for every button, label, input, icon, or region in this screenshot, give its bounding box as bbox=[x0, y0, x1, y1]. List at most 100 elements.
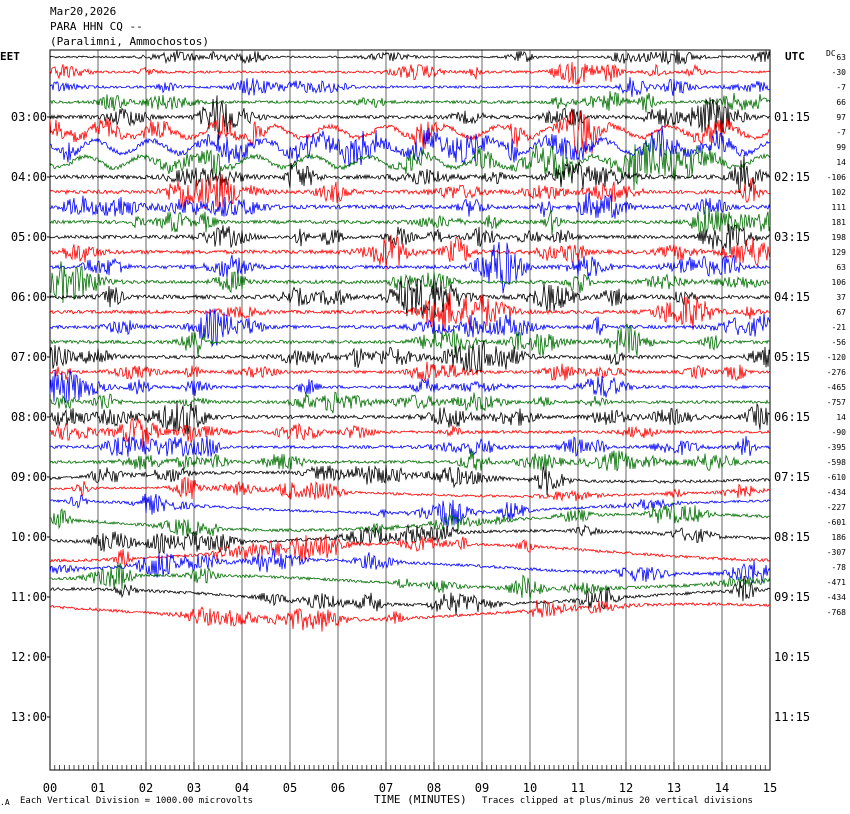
seismic-trace bbox=[49, 308, 771, 348]
right-time-label: 02:15 bbox=[774, 170, 810, 184]
seismic-trace bbox=[49, 450, 771, 472]
seismic-trace bbox=[49, 173, 771, 211]
seismic-trace bbox=[49, 292, 771, 332]
seismic-trace bbox=[49, 340, 771, 374]
seismic-trace bbox=[49, 278, 771, 318]
seismic-trace bbox=[49, 417, 771, 448]
seismic-trace bbox=[49, 523, 771, 555]
scale-note: Each Vertical Division = 1000.00 microvo… bbox=[20, 796, 253, 806]
seismic-trace bbox=[49, 234, 771, 271]
dc-offset-label: -30 bbox=[832, 68, 847, 77]
seismic-trace bbox=[49, 502, 771, 537]
dc-offset-label: -465 bbox=[827, 383, 846, 392]
dc-offset-label: 181 bbox=[832, 218, 847, 227]
seismic-trace bbox=[49, 139, 771, 191]
dc-offset-label: -7 bbox=[836, 128, 846, 137]
dc-offset-label: -21 bbox=[832, 323, 847, 332]
dc-offset-label: 129 bbox=[832, 248, 847, 257]
seismic-trace bbox=[49, 261, 771, 303]
right-time-label: 03:15 bbox=[774, 230, 810, 244]
left-time-label: 10:00 bbox=[11, 530, 47, 544]
x-tick-label: 07 bbox=[379, 781, 393, 795]
seismic-trace bbox=[49, 206, 771, 238]
dc-offset-label: 186 bbox=[832, 533, 847, 542]
dc-offset-label: -768 bbox=[827, 608, 846, 617]
seismic-trace bbox=[49, 562, 771, 601]
left-time-label: 04:00 bbox=[11, 170, 47, 184]
clip-note: Traces clipped at plus/minus 20 vertical… bbox=[482, 796, 753, 806]
x-tick-label: 10 bbox=[523, 781, 537, 795]
seismic-trace bbox=[49, 391, 771, 414]
right-time-label: 05:15 bbox=[774, 350, 810, 364]
dc-offset-label: 198 bbox=[832, 233, 847, 242]
left-timezone-label: EET bbox=[0, 50, 20, 63]
x-tick-label: 03 bbox=[187, 781, 201, 795]
dc-offset-label: 63 bbox=[836, 263, 846, 272]
x-tick-label: 06 bbox=[331, 781, 345, 795]
x-tick-label: 15 bbox=[763, 781, 777, 795]
seismic-trace bbox=[49, 401, 771, 435]
right-time-label: 08:15 bbox=[774, 530, 810, 544]
seismic-trace bbox=[49, 91, 771, 113]
dc-offset-label: -471 bbox=[827, 578, 846, 587]
seismic-trace bbox=[49, 224, 771, 254]
dc-offset-label: -601 bbox=[827, 518, 846, 527]
seismic-trace bbox=[49, 95, 771, 140]
dc-offset-label: 99 bbox=[836, 143, 846, 152]
dc-offset-label: 102 bbox=[832, 188, 847, 197]
x-tick-label: 09 bbox=[475, 781, 489, 795]
dc-offset-label: 97 bbox=[836, 113, 846, 122]
x-tick-label: 13 bbox=[667, 781, 681, 795]
dc-offset-label: -434 bbox=[827, 593, 846, 602]
x-tick-label: 14 bbox=[715, 781, 729, 795]
dc-offset-label: -7 bbox=[836, 83, 846, 92]
dc-offset-label: 66 bbox=[836, 98, 846, 107]
left-time-label: 12:00 bbox=[11, 650, 47, 664]
dc-offset-label: 14 bbox=[836, 413, 846, 422]
left-time-label: 03:00 bbox=[11, 110, 47, 124]
right-time-label: 01:15 bbox=[774, 110, 810, 124]
dc-offset-label: -120 bbox=[827, 353, 846, 362]
right-timezone-label: UTC bbox=[785, 50, 805, 63]
x-tick-label: 00 bbox=[43, 781, 57, 795]
seismic-trace bbox=[49, 464, 771, 496]
x-tick-label: 04 bbox=[235, 781, 249, 795]
dc-offset-label: -56 bbox=[832, 338, 847, 347]
right-time-label: 10:15 bbox=[774, 650, 810, 664]
x-tick-label: 11 bbox=[571, 781, 585, 795]
seismic-trace bbox=[49, 125, 771, 168]
right-time-label: 04:15 bbox=[774, 290, 810, 304]
seismic-trace bbox=[49, 493, 771, 529]
left-time-label: 11:00 bbox=[11, 590, 47, 604]
seismic-trace bbox=[49, 435, 771, 457]
dc-offset-label: -276 bbox=[827, 368, 846, 377]
dc-offset-label: -78 bbox=[832, 563, 847, 572]
dc-offset-label: -434 bbox=[827, 488, 846, 497]
dc-offset-label: 14 bbox=[836, 158, 846, 167]
x-axis-title: TIME (MINUTES) bbox=[374, 793, 467, 806]
x-tick-label: 01 bbox=[91, 781, 105, 795]
left-time-label: 08:00 bbox=[11, 410, 47, 424]
dc-offset-label: -757 bbox=[827, 398, 846, 407]
seismic-trace bbox=[49, 534, 771, 568]
left-time-label: 05:00 bbox=[11, 230, 47, 244]
corner-mark: .A bbox=[0, 798, 10, 807]
seismic-trace bbox=[49, 109, 771, 155]
x-tick-label: 05 bbox=[283, 781, 297, 795]
dc-offset-label: -307 bbox=[827, 548, 846, 557]
dc-offset-label: -227 bbox=[827, 503, 846, 512]
seismic-trace bbox=[50, 323, 771, 357]
x-tick-label: 08 bbox=[427, 781, 441, 795]
dc-offset-label: -610 bbox=[827, 473, 846, 482]
dc-offset-label: -106 bbox=[827, 173, 846, 182]
left-time-label: 07:00 bbox=[11, 350, 47, 364]
seismic-trace bbox=[49, 61, 771, 86]
left-time-label: 09:00 bbox=[11, 470, 47, 484]
station-label: PARA HHN CQ -- bbox=[50, 20, 143, 33]
x-tick-label: 02 bbox=[139, 781, 153, 795]
seismic-trace bbox=[49, 548, 771, 584]
seismic-trace bbox=[49, 241, 771, 294]
dc-offset-label: -90 bbox=[832, 428, 847, 437]
dc-offset-label: 67 bbox=[836, 308, 846, 317]
